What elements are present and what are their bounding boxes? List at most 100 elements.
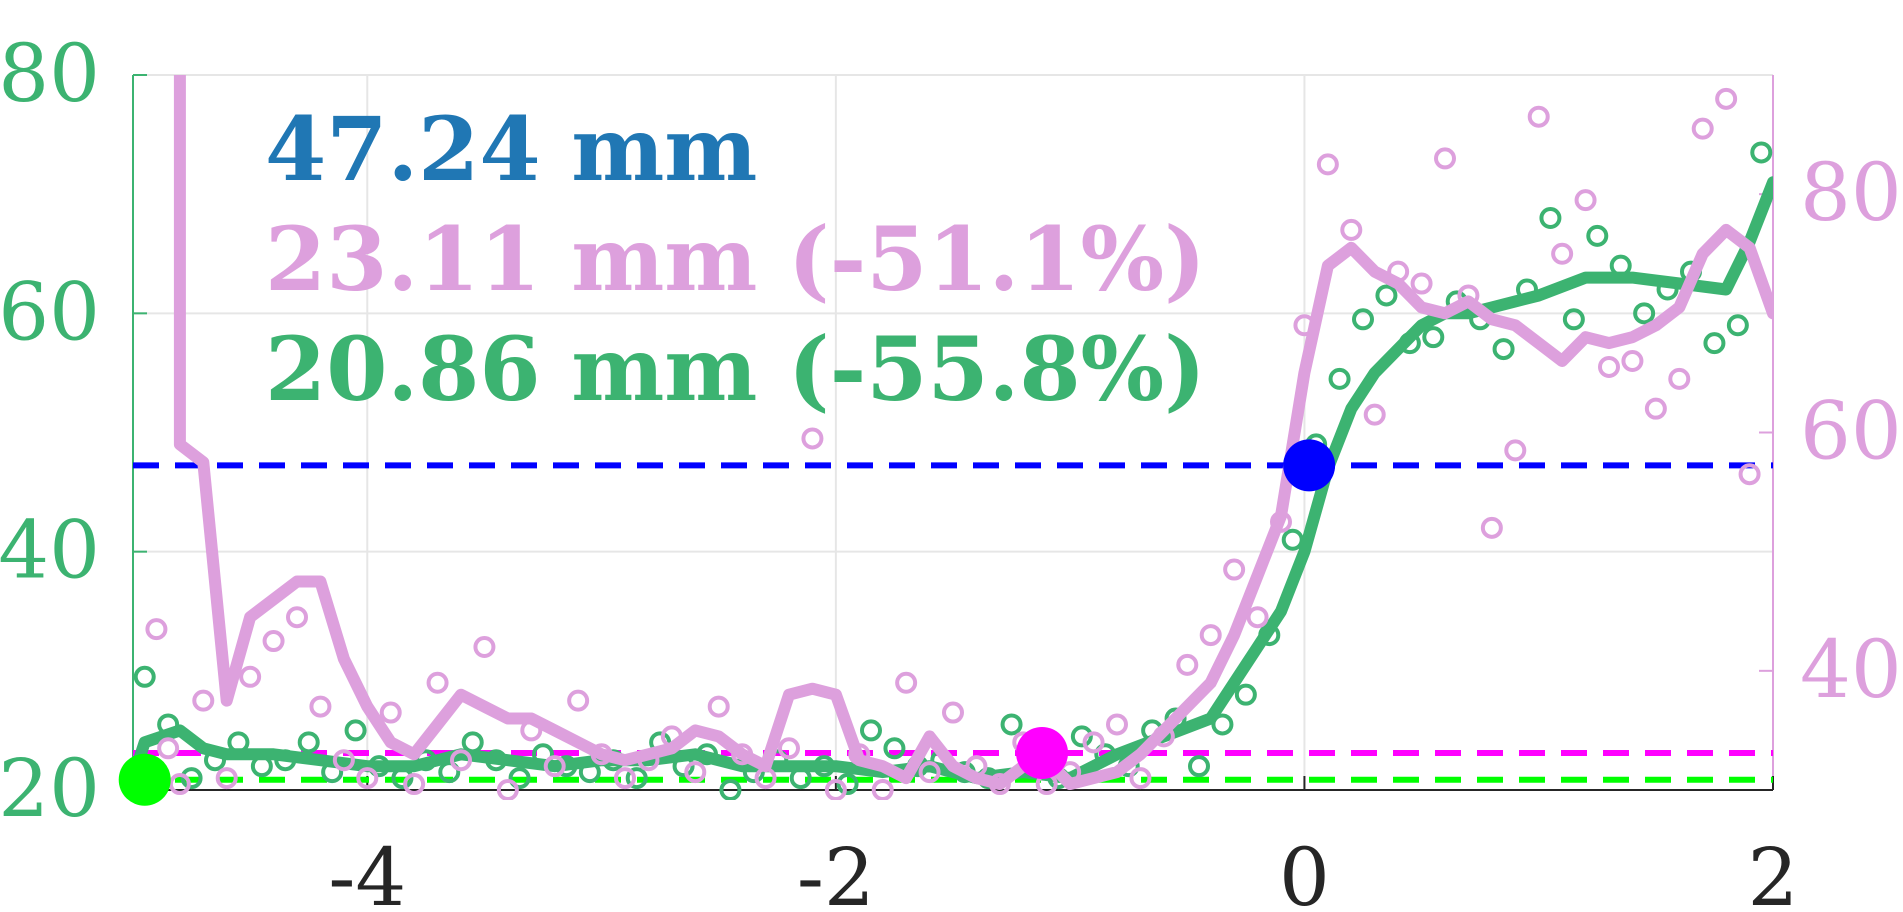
plum-point-69 <box>1738 463 1761 486</box>
green-point-3 <box>180 767 203 790</box>
green-line <box>133 176 1773 785</box>
plum-point-25 <box>707 695 730 718</box>
plum-point-47 <box>1223 558 1246 581</box>
plum-point-24 <box>684 761 707 784</box>
series-green <box>133 141 1773 800</box>
y-left-tick-label-0: 20 <box>0 742 100 835</box>
plum-point-55 <box>1410 272 1433 295</box>
green-point-8 <box>297 731 320 754</box>
plum-point-60 <box>1527 105 1550 128</box>
plum-point-64 <box>1621 350 1644 372</box>
plum-point-32 <box>871 779 894 800</box>
plum-point-16 <box>496 779 519 800</box>
annotation-plum: 23.11 mm (-51.1%) <box>265 207 1206 311</box>
annotations: 47.24 mm 23.11 mm (-51.1%) 20.86 mm (-55… <box>265 97 1206 421</box>
plum-point-15 <box>473 636 496 658</box>
plum-point-11 <box>379 701 402 724</box>
plum-point-28 <box>778 737 800 760</box>
green-point-68 <box>1703 332 1726 355</box>
plum-point-0 <box>145 618 168 641</box>
plum-point-56 <box>1434 147 1456 170</box>
plum-point-43 <box>1129 767 1152 790</box>
green-point-26 <box>719 779 742 800</box>
plum-point-29 <box>801 427 824 450</box>
plum-point-48 <box>1246 606 1269 629</box>
green-point-59 <box>1492 338 1515 361</box>
x-tick-label-2: 0 <box>1279 831 1330 912</box>
green-point-47 <box>1211 713 1234 736</box>
plum-point-68 <box>1715 87 1738 110</box>
plum-point-45 <box>1176 653 1199 676</box>
y-right-tick-label-0: 40 <box>1800 623 1902 716</box>
green-point-65 <box>1633 302 1656 325</box>
plum-point-2 <box>168 773 191 796</box>
green-point-56 <box>1422 326 1445 349</box>
plum-point-5 <box>239 665 262 688</box>
green-point-62 <box>1562 308 1585 331</box>
plum-point-9 <box>332 749 355 772</box>
plum-point-8 <box>309 695 332 718</box>
plum-point-12 <box>403 773 426 796</box>
plum-point-61 <box>1551 242 1574 265</box>
green-point-10 <box>344 719 367 742</box>
plum-line <box>173 75 1773 790</box>
plum-point-63 <box>1598 355 1620 378</box>
plum-point-41 <box>1082 731 1105 754</box>
series-plum <box>145 75 1773 800</box>
green-point-33 <box>883 737 906 760</box>
plum-point-35 <box>942 701 964 724</box>
x-tick-label-1: -2 <box>797 831 875 912</box>
plum-point-4 <box>215 767 238 790</box>
plum-point-18 <box>543 755 566 778</box>
green-point-46 <box>1188 755 1210 778</box>
x-tick-label-0: -4 <box>328 831 406 912</box>
plum-point-21 <box>614 767 636 790</box>
plum-point-14 <box>450 749 472 772</box>
plum-point-34 <box>918 761 941 784</box>
annotation-reference: 47.24 mm <box>265 97 757 201</box>
y-left-tick-label-2: 60 <box>0 265 100 358</box>
plum-point-59 <box>1504 439 1527 462</box>
green-point-70 <box>1750 141 1773 164</box>
annotation-green: 20.86 mm (-55.8%) <box>265 317 1206 421</box>
green-point-53 <box>1352 308 1374 331</box>
green-point-1 <box>133 665 156 688</box>
x-tick-label-3: 2 <box>1748 831 1799 912</box>
markers <box>118 439 1336 806</box>
plum-point-67 <box>1691 117 1714 140</box>
plum-point-1 <box>157 737 180 760</box>
plum-point-42 <box>1106 713 1128 736</box>
green-point-48 <box>1234 683 1257 706</box>
y-left-tick-label-3: 80 <box>0 27 100 120</box>
y-right-tick-label-2: 80 <box>1800 146 1902 239</box>
green-point-52 <box>1328 367 1351 390</box>
marker-0 <box>1283 439 1336 492</box>
plum-point-30 <box>824 779 847 800</box>
plum-point-13 <box>426 671 449 694</box>
green-point-32 <box>860 719 882 742</box>
plum-point-58 <box>1480 516 1503 539</box>
y-right-tick-label-1: 60 <box>1800 385 1902 478</box>
y-left-tick-label-1: 40 <box>0 504 100 597</box>
green-point-63 <box>1586 224 1609 247</box>
green-point-61 <box>1539 207 1562 229</box>
green-point-17 <box>508 767 531 790</box>
green-point-22 <box>625 767 648 790</box>
green-point-41 <box>1070 725 1093 748</box>
plum-point-33 <box>895 671 918 694</box>
plum-point-62 <box>1574 189 1597 212</box>
marker-1 <box>1016 726 1069 779</box>
green-point-31 <box>836 773 859 796</box>
plum-point-51 <box>1316 153 1339 176</box>
green-point-54 <box>1375 284 1398 307</box>
plum-point-19 <box>567 689 590 712</box>
plum-point-10 <box>356 767 379 790</box>
plum-point-7 <box>286 606 308 629</box>
plum-point-52 <box>1340 218 1363 241</box>
green-point-38 <box>1000 713 1023 736</box>
marker-2 <box>118 753 171 806</box>
tick-labels: -4 -2 0 2 20 40 60 80 40 60 80 <box>0 27 1902 912</box>
plum-point-3 <box>192 689 215 712</box>
plum-point-46 <box>1199 624 1222 647</box>
